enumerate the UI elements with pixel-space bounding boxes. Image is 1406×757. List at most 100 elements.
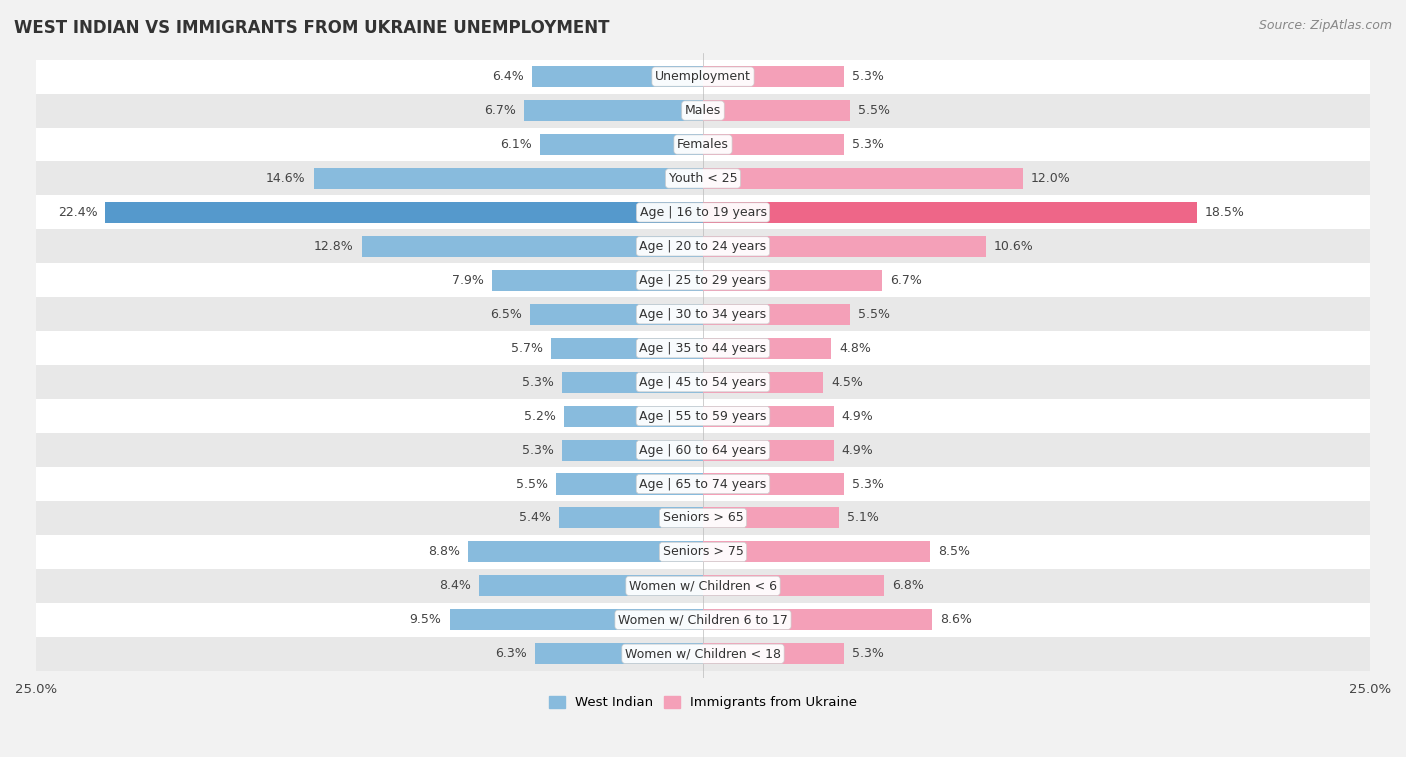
Text: 4.9%: 4.9%: [842, 410, 873, 422]
Text: 8.4%: 8.4%: [439, 579, 471, 592]
Text: 8.5%: 8.5%: [938, 545, 970, 559]
Bar: [703, 541, 929, 562]
Text: Females: Females: [678, 138, 728, 151]
Text: Women w/ Children 6 to 17: Women w/ Children 6 to 17: [619, 613, 787, 626]
Bar: [105, 202, 703, 223]
Bar: [564, 406, 703, 427]
Text: Source: ZipAtlas.com: Source: ZipAtlas.com: [1258, 19, 1392, 32]
Bar: [0, 535, 1406, 569]
Text: 9.5%: 9.5%: [409, 613, 441, 626]
Text: 5.5%: 5.5%: [858, 104, 890, 117]
Text: Age | 35 to 44 years: Age | 35 to 44 years: [640, 341, 766, 355]
Text: Women w/ Children < 18: Women w/ Children < 18: [626, 647, 780, 660]
Bar: [0, 229, 1406, 263]
Text: 6.1%: 6.1%: [501, 138, 533, 151]
Text: 5.5%: 5.5%: [516, 478, 548, 491]
Text: Women w/ Children < 6: Women w/ Children < 6: [628, 579, 778, 592]
Bar: [557, 473, 703, 494]
Text: 5.4%: 5.4%: [519, 512, 551, 525]
Text: 5.3%: 5.3%: [852, 647, 884, 660]
Text: 5.3%: 5.3%: [852, 138, 884, 151]
Text: 5.2%: 5.2%: [524, 410, 557, 422]
Bar: [0, 365, 1406, 399]
Bar: [560, 507, 703, 528]
Bar: [450, 609, 703, 631]
Text: Age | 25 to 29 years: Age | 25 to 29 years: [640, 274, 766, 287]
Text: Unemployment: Unemployment: [655, 70, 751, 83]
Text: Age | 20 to 24 years: Age | 20 to 24 years: [640, 240, 766, 253]
Text: 6.3%: 6.3%: [495, 647, 527, 660]
Bar: [0, 94, 1406, 127]
Text: 6.7%: 6.7%: [890, 274, 921, 287]
Bar: [468, 541, 703, 562]
Bar: [703, 440, 834, 460]
Bar: [703, 134, 845, 155]
Bar: [703, 575, 884, 597]
Bar: [703, 507, 839, 528]
Bar: [533, 66, 703, 87]
Text: Males: Males: [685, 104, 721, 117]
Text: 5.3%: 5.3%: [852, 70, 884, 83]
Bar: [0, 298, 1406, 332]
Text: 5.3%: 5.3%: [522, 444, 554, 456]
Text: Seniors > 75: Seniors > 75: [662, 545, 744, 559]
Bar: [703, 609, 932, 631]
Bar: [0, 332, 1406, 365]
Bar: [703, 304, 849, 325]
Bar: [551, 338, 703, 359]
Text: Age | 65 to 74 years: Age | 65 to 74 years: [640, 478, 766, 491]
Text: 8.6%: 8.6%: [941, 613, 973, 626]
Bar: [524, 100, 703, 121]
Text: 5.7%: 5.7%: [510, 341, 543, 355]
Text: Age | 30 to 34 years: Age | 30 to 34 years: [640, 308, 766, 321]
Text: Seniors > 65: Seniors > 65: [662, 512, 744, 525]
Bar: [703, 338, 831, 359]
Text: 8.8%: 8.8%: [429, 545, 460, 559]
Text: Age | 16 to 19 years: Age | 16 to 19 years: [640, 206, 766, 219]
Text: 10.6%: 10.6%: [994, 240, 1033, 253]
Bar: [540, 134, 703, 155]
Bar: [0, 161, 1406, 195]
Text: 5.5%: 5.5%: [858, 308, 890, 321]
Text: 4.5%: 4.5%: [831, 375, 863, 388]
Text: 18.5%: 18.5%: [1205, 206, 1244, 219]
Bar: [0, 263, 1406, 298]
Bar: [0, 467, 1406, 501]
Bar: [0, 60, 1406, 94]
Text: 6.4%: 6.4%: [492, 70, 524, 83]
Bar: [703, 100, 849, 121]
Bar: [530, 304, 703, 325]
Bar: [492, 269, 703, 291]
Bar: [534, 643, 703, 665]
Text: Age | 45 to 54 years: Age | 45 to 54 years: [640, 375, 766, 388]
Text: 5.3%: 5.3%: [852, 478, 884, 491]
Text: 22.4%: 22.4%: [58, 206, 97, 219]
Bar: [703, 236, 986, 257]
Bar: [314, 168, 703, 189]
Bar: [361, 236, 703, 257]
Bar: [0, 603, 1406, 637]
Bar: [0, 399, 1406, 433]
Text: 5.3%: 5.3%: [522, 375, 554, 388]
Bar: [703, 372, 823, 393]
Bar: [0, 637, 1406, 671]
Text: 4.8%: 4.8%: [839, 341, 870, 355]
Text: Youth < 25: Youth < 25: [669, 172, 737, 185]
Text: 4.9%: 4.9%: [842, 444, 873, 456]
Text: 12.0%: 12.0%: [1031, 172, 1071, 185]
Text: Age | 55 to 59 years: Age | 55 to 59 years: [640, 410, 766, 422]
Text: 5.1%: 5.1%: [846, 512, 879, 525]
Bar: [703, 202, 1197, 223]
Legend: West Indian, Immigrants from Ukraine: West Indian, Immigrants from Ukraine: [544, 690, 862, 715]
Bar: [0, 569, 1406, 603]
Bar: [0, 501, 1406, 535]
Bar: [561, 372, 703, 393]
Text: 6.5%: 6.5%: [489, 308, 522, 321]
Bar: [703, 66, 845, 87]
Bar: [703, 473, 845, 494]
Bar: [703, 168, 1024, 189]
Text: WEST INDIAN VS IMMIGRANTS FROM UKRAINE UNEMPLOYMENT: WEST INDIAN VS IMMIGRANTS FROM UKRAINE U…: [14, 19, 610, 37]
Bar: [0, 433, 1406, 467]
Bar: [703, 406, 834, 427]
Text: Age | 60 to 64 years: Age | 60 to 64 years: [640, 444, 766, 456]
